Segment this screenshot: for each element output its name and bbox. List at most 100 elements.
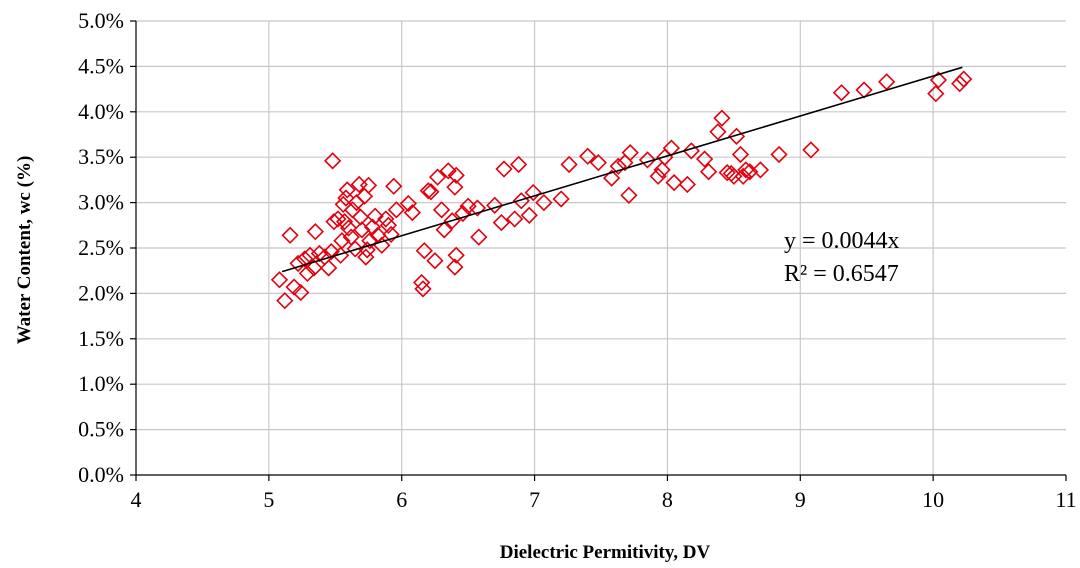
data-point: [292, 283, 310, 302]
data-point: [535, 193, 553, 212]
x-axis-title: Dielectric Permitivity, DV: [500, 542, 711, 563]
data-point: [403, 203, 421, 222]
y-tick-labels: 0.0% 0.5% 1.0% 1.5% 2.0% 2.5% 3.0% 3.5% 4.0% 4.5%…: [78, 8, 124, 487]
data-point: [337, 189, 355, 207]
data-point: [653, 161, 671, 179]
data-point: [734, 167, 752, 185]
data-point: [426, 252, 444, 270]
data-point: [609, 157, 627, 175]
data-point: [379, 216, 398, 234]
x-tick-label: 8: [662, 487, 673, 512]
y-tick-label: 0.5%: [78, 417, 124, 442]
data-point: [333, 232, 351, 250]
trendline-group: [281, 66, 963, 273]
data-point: [524, 183, 542, 202]
data-point: [387, 201, 406, 219]
y-tick-label: 4.0%: [78, 99, 124, 124]
trendline: [281, 66, 963, 273]
data-point: [334, 195, 352, 214]
data-point: [413, 273, 431, 292]
x-tick-label: 5: [263, 487, 274, 512]
y-axis-title: Water Content, wc (%): [14, 156, 35, 345]
data-point: [338, 181, 356, 199]
data-point: [927, 85, 945, 103]
data-point: [366, 207, 384, 225]
y-tick-label: 0.0%: [78, 462, 124, 487]
data-point: [377, 210, 395, 228]
data-point: [335, 213, 354, 231]
data-point: [802, 141, 820, 159]
data-point: [552, 190, 570, 208]
data-point: [270, 271, 289, 289]
x-tick-label: 4: [131, 487, 142, 512]
data-point: [751, 161, 770, 179]
data-point: [353, 221, 371, 239]
data-point: [281, 226, 299, 244]
gridlines: [136, 20, 1066, 475]
data-point: [428, 168, 447, 186]
data-point: [447, 246, 465, 264]
data-point: [447, 166, 465, 184]
data-point: [361, 232, 379, 250]
data-point: [385, 177, 403, 195]
data-point: [414, 280, 432, 298]
y-tick-label: 1.5%: [78, 326, 124, 351]
data-point: [506, 210, 524, 228]
data-point: [363, 218, 382, 236]
data-point: [649, 167, 667, 185]
data-point: [468, 199, 487, 217]
data-point: [520, 206, 538, 224]
x-tick-label: 7: [529, 487, 540, 512]
data-point: [560, 155, 578, 174]
x-tick-label: 10: [922, 487, 944, 512]
y-tick-label: 2.5%: [78, 235, 124, 260]
data-point: [621, 144, 639, 162]
x-tick-labels: 4 5 6 7 8 9 10 11: [131, 487, 1077, 512]
data-point: [432, 201, 451, 219]
data-point: [305, 259, 323, 277]
y-tick-label: 3.0%: [78, 190, 124, 215]
data-point: [435, 221, 453, 239]
data-point: [678, 175, 696, 194]
data-point: [320, 259, 338, 277]
data-point: [731, 145, 750, 164]
data-point: [415, 242, 433, 260]
data-point: [382, 225, 400, 244]
data-point: [492, 213, 510, 232]
data-points: [270, 70, 973, 310]
data-point: [298, 264, 317, 283]
data-point: [419, 182, 437, 200]
data-point: [359, 176, 378, 194]
y-tick-label: 2.0%: [78, 280, 124, 305]
data-point: [662, 139, 681, 157]
trend-equation: y = 0.0044x: [784, 228, 900, 254]
data-point: [446, 258, 464, 276]
data-point: [509, 155, 528, 174]
trend-r-squared: R² = 0.6547: [784, 261, 899, 287]
data-point: [955, 70, 973, 88]
x-tick-label: 6: [396, 487, 407, 512]
data-point: [929, 71, 948, 89]
data-point: [770, 145, 788, 164]
data-point: [951, 75, 969, 93]
data-point: [620, 186, 638, 204]
data-point: [323, 152, 342, 170]
y-tick-label: 5.0%: [78, 8, 124, 33]
data-point: [486, 196, 504, 214]
y-tick-label: 4.5%: [78, 53, 124, 78]
data-point: [709, 123, 727, 141]
data-point: [422, 183, 440, 201]
data-point: [470, 228, 488, 246]
data-point: [638, 151, 657, 169]
data-point: [737, 161, 755, 179]
data-point: [351, 208, 370, 226]
data-point: [355, 187, 374, 205]
data-point: [832, 84, 851, 102]
data-point: [439, 162, 457, 180]
data-point: [322, 243, 340, 261]
data-point: [346, 240, 364, 258]
x-tick-label: 9: [795, 487, 806, 512]
data-point: [495, 160, 513, 178]
data-point: [339, 219, 358, 237]
data-point: [878, 73, 896, 91]
